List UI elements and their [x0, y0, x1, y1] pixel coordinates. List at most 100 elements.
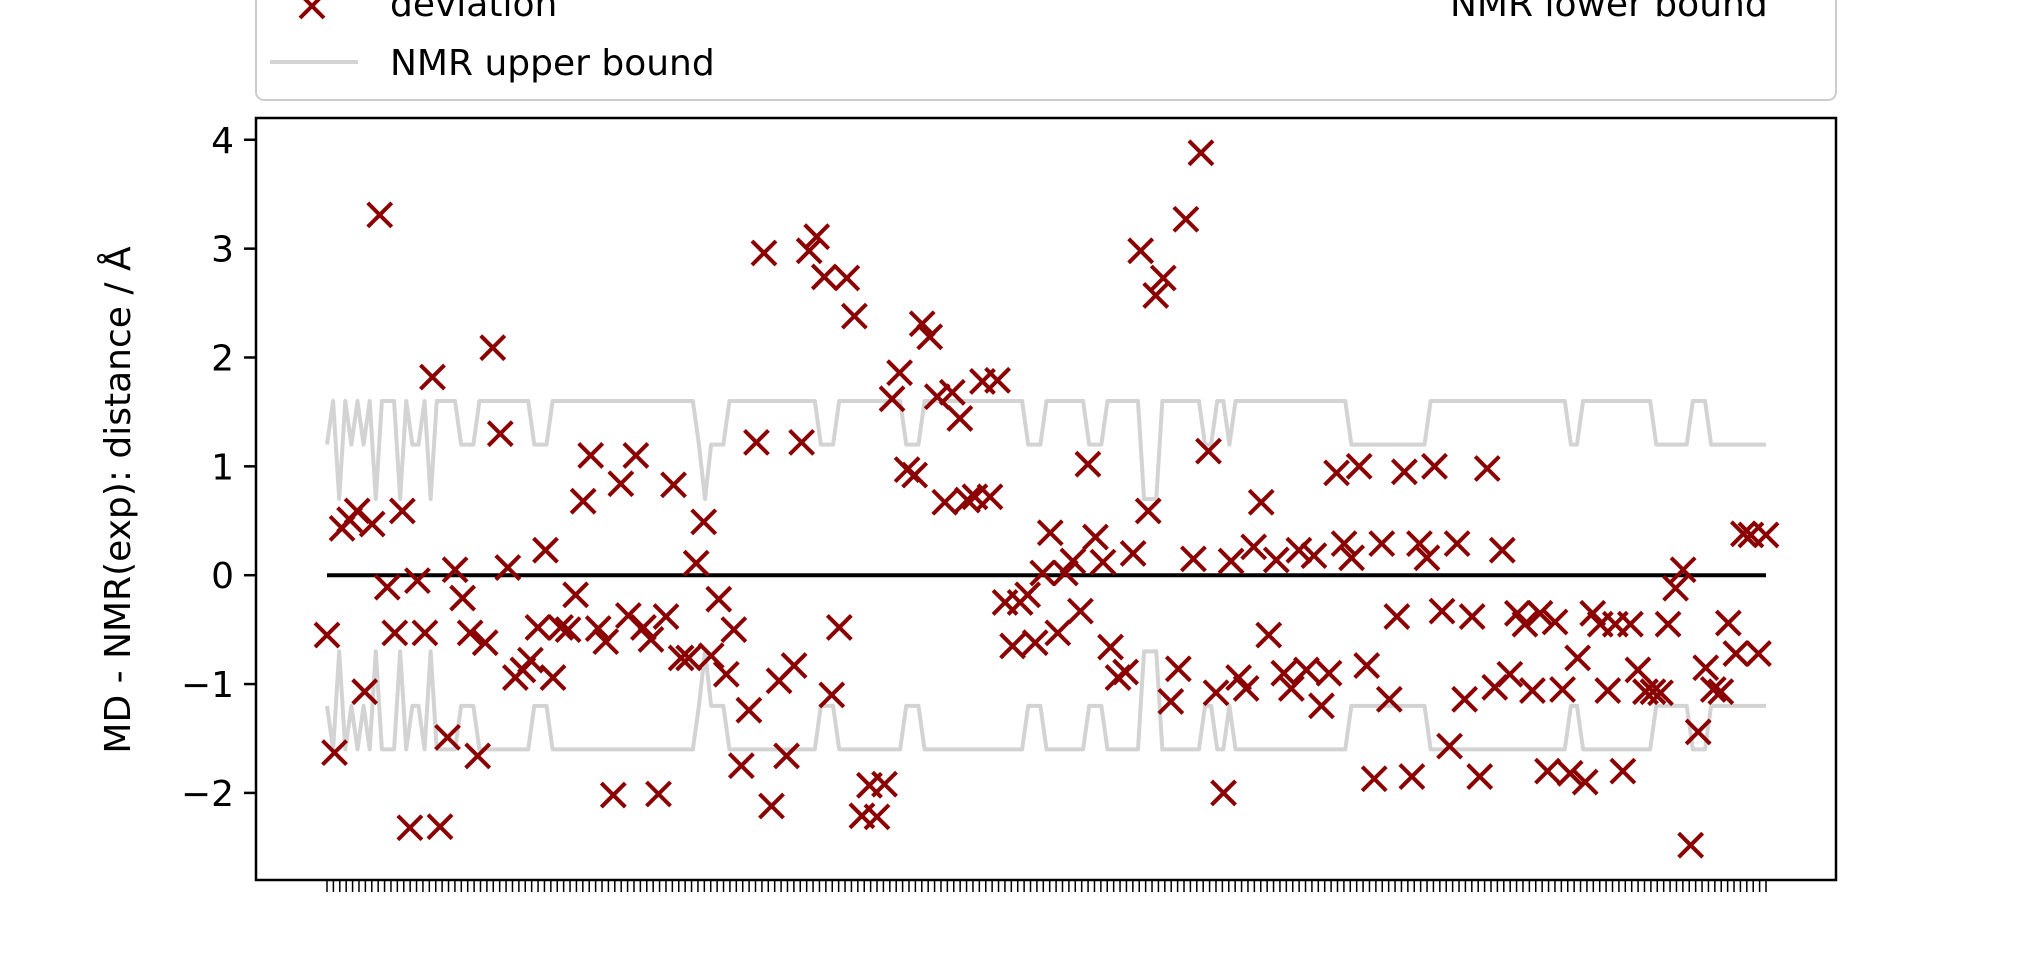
data-point-stroke	[532, 536, 559, 564]
legend-entry-deviation: deviation	[298, 0, 557, 25]
data-point-stroke	[403, 567, 431, 595]
data-point-stroke	[1398, 763, 1426, 790]
y-tick-label: −2	[181, 774, 234, 815]
data-point-stroke	[833, 264, 861, 292]
data-point-stroke	[803, 223, 831, 251]
data-point-stroke	[976, 483, 1004, 511]
data-point-stroke	[1662, 574, 1690, 602]
data-point-stroke	[1247, 488, 1275, 516]
data-point-stroke	[1541, 608, 1569, 636]
data-point	[1707, 678, 1735, 706]
data-point	[1752, 521, 1780, 549]
data-point-stroke	[1594, 677, 1622, 705]
data-point	[667, 644, 695, 672]
data-point-stroke	[788, 428, 816, 456]
data-point	[1270, 659, 1298, 687]
y-tick-label: 2	[211, 338, 234, 379]
data-point-stroke	[584, 615, 612, 642]
plot-area-frame	[254, 116, 1838, 882]
data-point-stroke	[1609, 757, 1637, 785]
data-point	[803, 223, 831, 251]
data-point	[1308, 692, 1335, 720]
data-point	[1187, 139, 1215, 167]
data-point	[471, 629, 499, 657]
data-point	[637, 626, 665, 653]
data-point-stroke	[916, 323, 944, 351]
data-point	[547, 614, 574, 641]
data-point-stroke	[923, 383, 951, 411]
data-point-stroke	[1164, 655, 1192, 683]
data-point	[1089, 548, 1117, 576]
x-axis	[326, 880, 1767, 892]
data-point	[1164, 655, 1192, 683]
data-point	[675, 644, 703, 672]
data-point-stroke	[547, 614, 574, 641]
data-point-stroke	[1564, 644, 1592, 672]
data-point	[1149, 264, 1177, 292]
data-point	[524, 614, 552, 641]
data-point	[818, 681, 846, 709]
data-point-stroke	[720, 616, 748, 644]
data-point-stroke	[1149, 264, 1177, 292]
data-point-stroke	[1277, 674, 1305, 702]
data-point	[1134, 497, 1162, 525]
data-point	[539, 664, 567, 691]
data-point	[373, 573, 401, 601]
data-point	[562, 581, 590, 609]
data-point	[1473, 455, 1501, 482]
data-point-stroke	[524, 614, 552, 641]
data-point-stroke	[901, 461, 929, 489]
data-point-stroke	[1051, 559, 1079, 587]
data-point-stroke	[1752, 521, 1780, 549]
data-point-stroke	[1473, 455, 1501, 482]
data-point	[411, 619, 439, 647]
data-point-stroke	[388, 497, 416, 525]
data-point	[434, 723, 461, 751]
data-point	[584, 615, 612, 642]
data-point-stroke	[426, 813, 454, 841]
data-point-stroke	[1345, 452, 1373, 480]
data-point	[1669, 556, 1697, 584]
data-point	[1044, 619, 1072, 647]
data-point	[630, 614, 657, 641]
data-point	[697, 642, 725, 670]
data-point-stroke	[773, 742, 800, 770]
data-point	[358, 510, 386, 538]
data-point-stroke	[434, 723, 461, 751]
data-point	[645, 780, 672, 808]
data-point-stroke	[1436, 732, 1463, 760]
data-point	[1692, 654, 1720, 682]
data-point	[758, 792, 785, 820]
data-point	[1390, 458, 1418, 486]
data-point	[1330, 530, 1358, 558]
data-point	[1466, 763, 1494, 790]
data-point-stroke	[1232, 674, 1260, 702]
data-point	[1556, 759, 1584, 787]
data-point-stroke	[1406, 530, 1433, 558]
data-point-stroke	[818, 681, 846, 709]
data-point	[712, 660, 740, 688]
data-point	[1029, 559, 1057, 587]
data-point-stroke	[999, 632, 1027, 660]
data-point	[780, 652, 808, 679]
y-tick-label: 1	[211, 447, 234, 488]
data-point	[931, 488, 959, 516]
data-point	[388, 497, 416, 525]
data-point	[532, 536, 559, 564]
data-point-stroke	[1458, 603, 1486, 630]
data-point-stroke	[1270, 659, 1298, 687]
data-point-stroke	[1014, 581, 1042, 609]
data-point	[607, 470, 635, 498]
legend-label-nmr-upper-bound: NMR upper bound	[390, 43, 715, 84]
data-point-stroke	[1179, 545, 1207, 573]
data-point	[456, 619, 484, 647]
series-line-nmr-lower-bound	[325, 649, 1766, 752]
data-point	[938, 378, 966, 406]
data-point	[1458, 603, 1486, 630]
data-point	[810, 263, 838, 291]
data-point	[1511, 610, 1539, 638]
data-point-stroke	[1210, 779, 1237, 807]
data-point	[1699, 676, 1727, 703]
data-point-stroke	[1217, 547, 1245, 575]
data-point	[1066, 597, 1094, 625]
